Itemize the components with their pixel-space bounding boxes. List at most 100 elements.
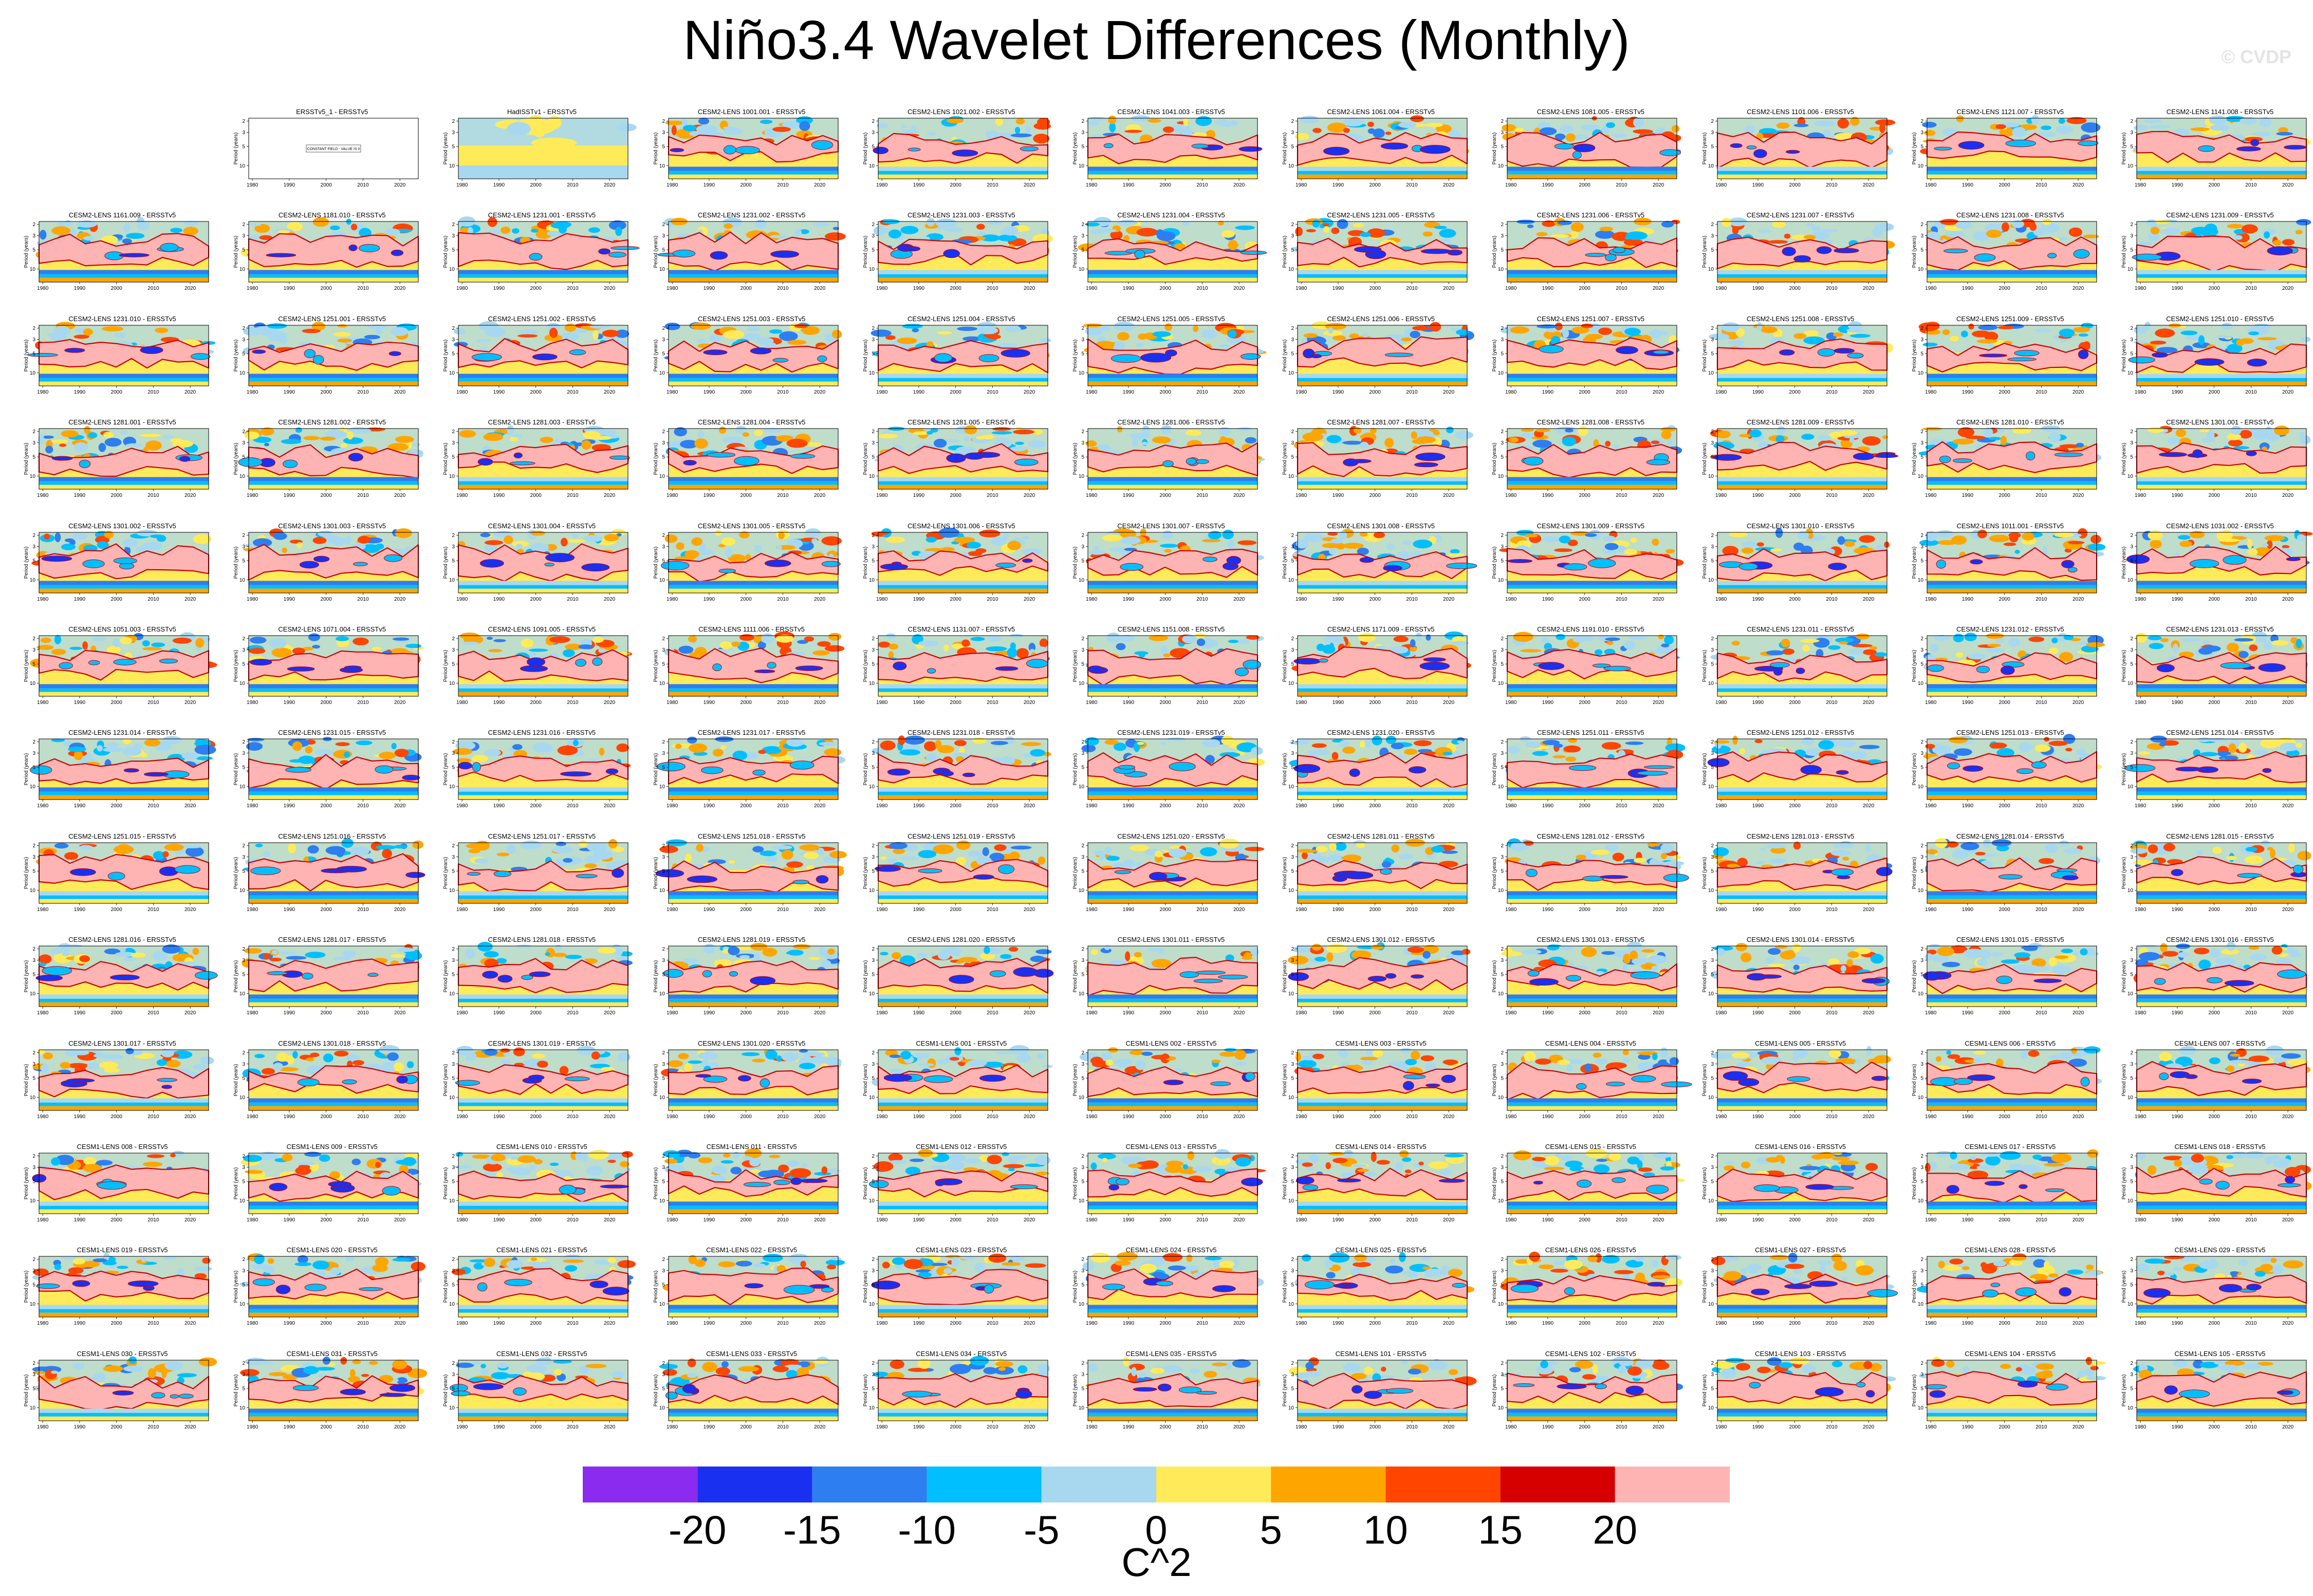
y-tick-label: 2	[1711, 636, 1714, 642]
x-tick-label: 2010	[357, 700, 369, 706]
field-blob	[1237, 540, 1257, 545]
x-tick-label: 2010	[2036, 493, 2047, 498]
negative-pocket	[2061, 560, 2075, 568]
field-blob	[719, 641, 732, 649]
x-tick-label: 2010	[777, 597, 789, 602]
low-frequency-band	[1298, 588, 1468, 593]
field-blob	[720, 537, 735, 546]
low-frequency-band	[458, 477, 628, 481]
field-blob	[2073, 327, 2090, 332]
wavelet-field	[1295, 115, 1470, 179]
wavelet-panel: 1980 1990 2000 2010 2020 2 3 5 10 Period (years) C…	[2115, 625, 2313, 728]
low-frequency-band	[1298, 580, 1468, 585]
y-tick-label: 10	[239, 370, 246, 376]
x-tick-label: 2010	[1406, 389, 1418, 395]
field-blob	[805, 528, 821, 537]
wavelet-field	[873, 218, 1053, 283]
negative-pocket	[1226, 555, 1241, 565]
field-blob	[1797, 531, 1809, 540]
x-tick-label: 2010	[1406, 286, 1418, 291]
field-blob	[1542, 535, 1561, 542]
field-blob	[488, 217, 497, 228]
wavelet-field	[1507, 632, 1680, 696]
field-blob	[534, 128, 545, 138]
low-frequency-band	[458, 274, 628, 279]
wavelet-field	[874, 425, 1048, 490]
wavelet-field	[663, 631, 844, 696]
wavelet-field	[38, 426, 210, 490]
negative-pocket	[946, 453, 966, 463]
field-blob	[1814, 120, 1835, 127]
negative-pocket	[375, 765, 394, 774]
low-frequency-band	[2137, 485, 2306, 490]
field-blob	[2059, 328, 2075, 337]
y-tick-label: 2	[872, 222, 875, 228]
y-tick-label: 3	[662, 440, 665, 446]
plot-frame	[39, 221, 209, 283]
field-blob	[1827, 645, 1841, 650]
x-tick-label: 2000	[950, 700, 961, 706]
field-blob	[460, 227, 470, 234]
negative-pocket	[2267, 246, 2293, 256]
field-blob	[1967, 653, 1987, 660]
x-tick-label: 1990	[1542, 182, 1554, 188]
x-tick-label: 1980	[876, 493, 888, 498]
plot-frame	[248, 221, 419, 283]
field-blob	[1196, 638, 1206, 646]
field-blob	[1556, 634, 1566, 640]
field-blob	[817, 641, 831, 647]
field-blob	[295, 428, 303, 433]
field-blob	[259, 235, 273, 240]
x-tick-label: 2010	[2036, 389, 2047, 395]
negative-pocket	[2078, 349, 2089, 359]
x-tick-label: 1990	[284, 700, 295, 706]
field-blob	[1502, 124, 1516, 132]
panel-title: CESM2-LENS 1281.001 - ERSSTv5	[68, 418, 176, 426]
y-tick-label: 10	[1079, 578, 1085, 583]
x-tick-label: 1980	[247, 700, 258, 706]
field-blob	[544, 334, 563, 342]
x-tick-label: 1980	[247, 597, 258, 602]
field-blob	[1976, 339, 1997, 344]
low-frequency-band	[39, 270, 209, 275]
y-tick-label: 3	[243, 751, 246, 756]
field-blob	[588, 227, 601, 233]
x-tick-label: 2000	[950, 389, 961, 395]
y-tick-label: 5	[1920, 144, 1923, 150]
field-blob	[1660, 427, 1676, 432]
field-blob	[698, 118, 709, 125]
field-blob	[1922, 342, 1938, 347]
low-frequency-band	[2137, 588, 2306, 593]
field-blob	[2078, 333, 2088, 337]
x-tick-label: 1990	[284, 182, 295, 188]
x-tick-label: 2020	[184, 389, 196, 395]
wavelet-panel: 1980 1990 2000 2010 2020 2 3 5 10 Period (years) C…	[647, 211, 857, 314]
field-blob	[1300, 116, 1320, 123]
field-blob	[2228, 439, 2243, 447]
field-blob	[1426, 634, 1431, 641]
y-tick-label: 10	[1498, 163, 1504, 169]
field-blob	[1098, 229, 1117, 233]
field-blob	[2198, 227, 2218, 237]
negative-pocket	[1323, 146, 1350, 156]
panel-title: CESM2-LENS 1251.006 - ERSSTv5	[1327, 314, 1435, 323]
plot-frame	[1717, 118, 1888, 179]
y-tick-label: 2	[1081, 222, 1084, 228]
x-tick-label: 2000	[321, 803, 332, 809]
field-blob	[1323, 636, 1344, 643]
field-blob	[136, 529, 158, 536]
x-tick-label: 2000	[2209, 286, 2221, 291]
x-tick-label: 2000	[1999, 493, 2010, 498]
x-tick-label: 1980	[1925, 597, 1937, 602]
y-tick-label: 5	[1291, 662, 1294, 667]
wavelet-panel: 1980 1990 2000 2010 2020 2 3 5 10 Period (years) C…	[1696, 418, 1905, 521]
field-blob	[54, 532, 61, 542]
field-blob	[1002, 533, 1009, 540]
x-tick-label: 1990	[1542, 389, 1554, 395]
field-blob	[1957, 427, 1974, 438]
field-blob	[269, 638, 287, 648]
plot-frame	[248, 738, 419, 800]
